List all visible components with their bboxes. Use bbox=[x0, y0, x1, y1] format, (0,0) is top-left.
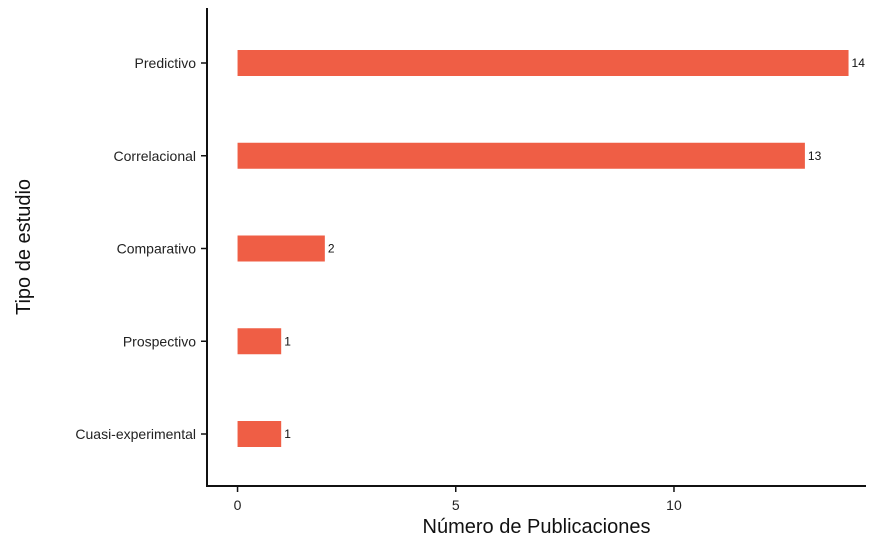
y-axis-title: Tipo de estudio bbox=[13, 179, 35, 315]
y-tick-label: Cuasi-experimental bbox=[75, 426, 196, 442]
bar bbox=[237, 235, 325, 262]
data-label: 1 bbox=[284, 427, 291, 441]
x-axis-title: Número de Publicaciones bbox=[423, 516, 651, 538]
data-labels-group: 14 13 2 1 1 bbox=[284, 56, 865, 441]
data-label: 1 bbox=[284, 334, 291, 348]
y-tick-label: Prospectivo bbox=[123, 333, 196, 349]
x-tick-label: 0 bbox=[234, 497, 242, 513]
data-label: 13 bbox=[808, 149, 822, 163]
bars-group bbox=[237, 50, 849, 447]
y-axis-ticks: Predictivo Correlacional Comparativo Prospe… bbox=[75, 55, 207, 442]
data-label: 2 bbox=[328, 242, 335, 256]
y-tick-label: Correlacional bbox=[114, 148, 196, 164]
x-tick-label: 10 bbox=[666, 497, 682, 513]
bar bbox=[237, 50, 849, 76]
data-label: 14 bbox=[852, 56, 866, 70]
bar bbox=[237, 142, 805, 169]
y-tick-label: Comparativo bbox=[117, 241, 197, 257]
y-tick-label: Predictivo bbox=[135, 55, 197, 71]
x-tick-label: 5 bbox=[452, 497, 460, 513]
x-axis-ticks: 0 5 10 bbox=[234, 486, 682, 513]
bar bbox=[237, 328, 282, 355]
bar bbox=[237, 421, 282, 447]
